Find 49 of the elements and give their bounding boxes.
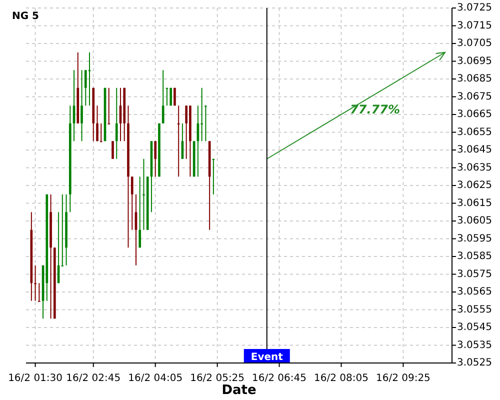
candlestick — [84, 70, 87, 106]
candlestick — [108, 87, 110, 124]
x-tick-label: 16/2 04:05 — [128, 373, 183, 384]
candlestick — [162, 70, 164, 124]
candlestick — [100, 122, 102, 142]
y-tick-label: 3.0595 — [457, 233, 492, 244]
y-tick-label: 3.0655 — [457, 126, 492, 138]
candlestick — [154, 140, 157, 178]
x-tick-label: 16/2 01:30 — [8, 373, 63, 384]
annotation: 77.77% — [350, 102, 400, 116]
candlestick — [38, 282, 40, 302]
chart-title: NG 5 — [12, 11, 40, 22]
ref-line-label: Event — [250, 352, 284, 363]
candlestick — [80, 70, 83, 142]
y-tick-label: 3.0615 — [457, 198, 492, 209]
x-tick-label: 16/2 09:25 — [376, 373, 430, 384]
x-axis-title: Date — [222, 383, 256, 398]
candlestick — [138, 176, 142, 248]
candlestick — [200, 87, 203, 142]
y-tick-label: 3.0545 — [457, 322, 492, 334]
y-tick-label: 3.0625 — [457, 180, 492, 192]
y-tick-label: 3.0725 — [457, 2, 492, 14]
y-tick-label: 3.0715 — [457, 20, 492, 32]
y-tick-label: 3.0645 — [457, 144, 492, 156]
y-tick-label: 3.0555 — [457, 304, 492, 316]
candlestick — [204, 105, 207, 142]
y-tick-label: 3.0535 — [457, 340, 492, 351]
candlestick — [112, 140, 114, 160]
candlestick — [142, 158, 145, 230]
y-tick-label: 3.0575 — [457, 268, 492, 280]
y-tick-label: 3.0635 — [457, 162, 492, 174]
x-tick-label: 16/2 06:45 — [252, 373, 307, 384]
x-tick-label: 16/2 08:05 — [314, 373, 368, 384]
candlestick — [130, 176, 134, 230]
y-tick-label: 3.0565 — [457, 286, 492, 298]
y-tick-label: 3.0525 — [457, 358, 492, 369]
x-tick-label: 16/2 02:45 — [66, 373, 121, 384]
y-tick-label: 3.0695 — [457, 56, 492, 67]
x-tick-label: 16/2 05:25 — [190, 373, 245, 384]
y-tick-label: 3.0675 — [457, 91, 492, 102]
y-tick-label: 3.0685 — [457, 74, 492, 85]
candlestick — [34, 264, 36, 302]
candlestick — [185, 105, 188, 160]
y-tick-label: 3.0585 — [457, 251, 492, 262]
y-tick-label: 3.0705 — [457, 38, 492, 50]
candlestick — [115, 87, 118, 160]
y-tick-label: 3.0665 — [457, 109, 492, 120]
y-tick-label: 3.0605 — [457, 216, 492, 227]
candlestick — [96, 105, 98, 142]
